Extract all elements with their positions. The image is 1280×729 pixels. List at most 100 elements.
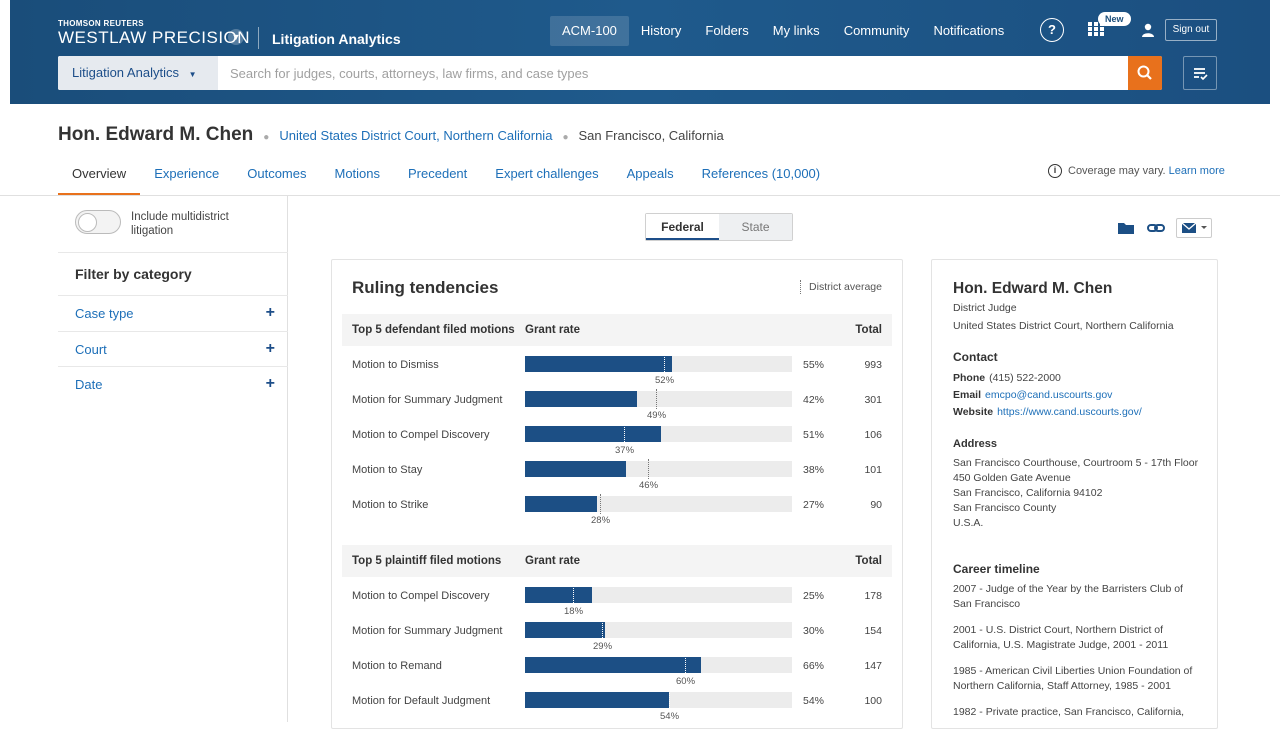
tab-references[interactable]: References (10,000) <box>701 166 821 181</box>
grant-rate-bar <box>525 587 592 603</box>
tab-precedent[interactable]: Precedent <box>408 166 468 181</box>
motion-row[interactable]: Motion to Compel Discovery 18% 25% 178 <box>352 585 882 622</box>
page-title: Hon. Edward M. Chen <box>58 124 254 145</box>
grant-rate-track: 18% <box>525 585 792 617</box>
help-icon[interactable]: ? <box>1040 18 1064 42</box>
motion-row[interactable]: Motion for Summary Judgment 49% 42% 301 <box>352 389 882 426</box>
nav-my-links[interactable]: My links <box>772 23 820 38</box>
motion-row[interactable]: Motion to Strike 28% 27% 90 <box>352 494 882 531</box>
district-average-legend: District average <box>800 280 882 294</box>
filter-title: Filter by category <box>75 266 192 282</box>
judge-title-row: Hon. Edward M. Chen ● United States Dist… <box>58 124 724 146</box>
grant-rate-bar <box>525 692 669 708</box>
district-average-marker <box>664 354 665 374</box>
district-average-marker <box>573 585 574 605</box>
nav-acm[interactable]: ACM-100 <box>550 16 629 46</box>
plus-icon[interactable]: + <box>265 340 275 357</box>
brand-logo[interactable]: THOMSON REUTERS WESTLAW PRECISION <box>58 20 250 48</box>
email-link[interactable]: emcpo@cand.uscourts.gov <box>985 389 1113 401</box>
user-icon[interactable] <box>1140 22 1156 38</box>
learn-more-link[interactable]: Learn more <box>1168 165 1225 177</box>
col-motion: Top 5 plaintiff filed motions <box>352 555 502 567</box>
sidebar-divider <box>58 252 288 253</box>
motion-row[interactable]: Motion for Default Judgment 54% 54% 100 <box>352 690 882 727</box>
grant-rate-value: 27% <box>803 499 825 511</box>
motion-row[interactable]: Motion to Compel Discovery 37% 51% 106 <box>352 424 882 461</box>
federal-button[interactable]: Federal <box>646 214 719 240</box>
search-icon[interactable] <box>1128 56 1162 90</box>
tab-overview[interactable]: Overview <box>58 160 141 196</box>
district-average-marker <box>602 620 603 640</box>
sign-out-button[interactable]: Sign out <box>1165 19 1217 41</box>
motion-label: Motion to Remand <box>352 660 442 672</box>
dot-separator: ● <box>263 132 270 143</box>
coverage-note: i Coverage may vary. Learn more <box>1048 164 1225 178</box>
grant-rate-track: 29% <box>525 620 792 652</box>
motion-row[interactable]: Motion to Remand 60% 66% 147 <box>352 655 882 692</box>
brand-company: THOMSON REUTERS <box>58 19 144 28</box>
motion-total: 90 <box>870 499 882 511</box>
grant-rate-bar <box>525 622 605 638</box>
col-total: Total <box>855 324 882 336</box>
website-link[interactable]: https://www.cand.uscourts.gov/ <box>997 406 1142 418</box>
tab-motions[interactable]: Motions <box>334 166 381 181</box>
nav-community[interactable]: Community <box>843 23 910 38</box>
district-average-value: 37% <box>615 445 635 456</box>
career-heading: Career timeline <box>953 562 1040 576</box>
motion-total: 106 <box>864 429 882 441</box>
tab-experience[interactable]: Experience <box>154 166 220 181</box>
district-average-label: District average <box>809 281 882 293</box>
folder-icon[interactable] <box>1116 218 1136 238</box>
tab-expert-challenges[interactable]: Expert challenges <box>495 166 599 181</box>
district-average-marker <box>648 459 649 479</box>
tab-outcomes[interactable]: Outcomes <box>247 166 307 181</box>
col-grant-rate: Grant rate <box>525 324 580 336</box>
nav-history[interactable]: History <box>640 23 682 38</box>
filter-date[interactable]: Date + <box>75 375 275 397</box>
district-average-marker <box>800 280 802 294</box>
filter-case-type[interactable]: Case type + <box>75 304 275 326</box>
district-average-marker <box>656 389 657 409</box>
search-input[interactable] <box>230 56 1130 90</box>
product-name[interactable]: Litigation Analytics <box>272 31 401 47</box>
court-link[interactable]: United States District Court, Northern C… <box>279 128 553 143</box>
section-tabs: Overview Experience Outcomes Motions Pre… <box>58 160 834 196</box>
tab-appeals[interactable]: Appeals <box>626 166 674 181</box>
profile-court: United States District Court, Northern C… <box>953 320 1174 332</box>
brand-menu-chevron-icon[interactable]: ▼ <box>228 29 244 45</box>
nav-folders[interactable]: Folders <box>705 23 749 38</box>
motion-row[interactable]: Motion to Stay 46% 38% 101 <box>352 459 882 496</box>
tabs-divider <box>0 195 1280 196</box>
motion-label: Motion to Stay <box>352 464 423 476</box>
phone-label: Phone <box>953 372 986 384</box>
plus-icon[interactable]: + <box>265 304 275 321</box>
district-average-value: 29% <box>593 641 613 652</box>
contact-phone: Phone (415) 522-2000 <box>953 372 1061 384</box>
motion-row[interactable]: Motion to Dismiss 52% 55% 993 <box>352 354 882 391</box>
motion-row[interactable]: Motion for Summary Judgment 29% 30% 154 <box>352 620 882 657</box>
email-menu-button[interactable] <box>1176 218 1212 238</box>
multidistrict-toggle[interactable] <box>75 210 121 234</box>
motion-label: Motion to Strike <box>352 499 429 511</box>
district-average-marker <box>669 690 670 710</box>
career-item: 2007 - Judge of the Year by the Barriste… <box>953 583 1183 610</box>
brand-product: WESTLAW PRECISION <box>58 28 251 47</box>
nav-notifications[interactable]: Notifications <box>933 23 1005 38</box>
grant-rate-track: 37% <box>525 424 792 456</box>
district-average-marker <box>624 424 625 444</box>
link-icon[interactable] <box>1146 218 1166 238</box>
website-label: Website <box>953 406 994 418</box>
plus-icon[interactable]: + <box>265 375 275 392</box>
filter-label: Court <box>75 342 107 357</box>
email-label: Email <box>953 389 982 401</box>
filter-court[interactable]: Court + <box>75 340 275 362</box>
research-list-icon[interactable] <box>1183 56 1217 90</box>
district-average-marker <box>600 494 601 514</box>
chevron-down-icon: ▼ <box>188 70 197 79</box>
col-total: Total <box>855 555 882 567</box>
search-scope-dropdown[interactable]: Litigation Analytics ▼ <box>58 56 218 90</box>
grant-rate-bar <box>525 391 637 407</box>
district-average-value: 60% <box>676 676 696 687</box>
state-button[interactable]: State <box>719 214 792 240</box>
profile-name: Hon. Edward M. Chen <box>953 280 1113 297</box>
